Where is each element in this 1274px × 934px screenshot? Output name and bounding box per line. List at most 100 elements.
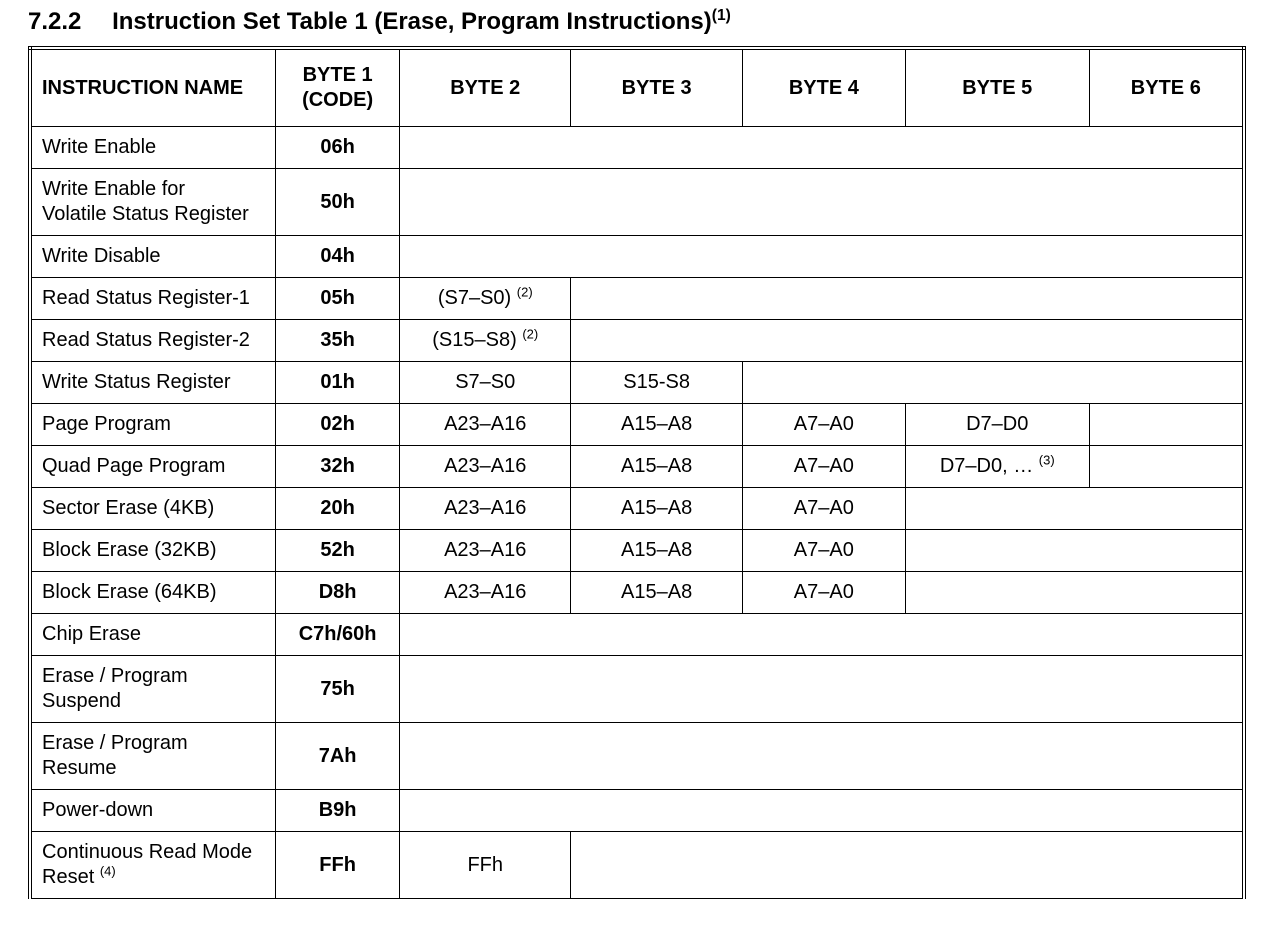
table-row: Chip EraseC7h/60h [30, 614, 1244, 656]
cell-empty [1089, 446, 1244, 488]
cell-byte-5: D7–D0 [905, 404, 1089, 446]
cell-byte-2: A23–A16 [400, 446, 571, 488]
cell-instruction-name: Write Disable [30, 236, 276, 278]
cell-instruction-name: Write Enable [30, 127, 276, 169]
cell-empty [571, 832, 1244, 899]
cell-instruction-name: Sector Erase (4KB) [30, 488, 276, 530]
cell-instruction-name: Write Enable forVolatile Status Register [30, 169, 276, 236]
cell-code: 52h [276, 530, 400, 572]
table-row: Continuous Read ModeReset (4)FFhFFh [30, 832, 1244, 899]
cell-empty [400, 169, 1244, 236]
cell-instruction-name: Write Status Register [30, 362, 276, 404]
table-row: Write Enable forVolatile Status Register… [30, 169, 1244, 236]
cell-byte-2: A23–A16 [400, 404, 571, 446]
table-row: Write Disable04h [30, 236, 1244, 278]
cell-instruction-name: Read Status Register-2 [30, 320, 276, 362]
col-byte-4: BYTE 4 [742, 48, 905, 127]
table-row: Erase / Program Resume7Ah [30, 723, 1244, 790]
table-row: Read Status Register-105h(S7–S0) (2) [30, 278, 1244, 320]
section-heading: 7.2.2 Instruction Set Table 1 (Erase, Pr… [28, 8, 1246, 36]
instruction-table: INSTRUCTION NAMEBYTE 1(CODE)BYTE 2BYTE 3… [28, 46, 1246, 899]
cell-instruction-name: Continuous Read ModeReset (4) [30, 832, 276, 899]
cell-byte-3: S15-S8 [571, 362, 742, 404]
cell-code: FFh [276, 832, 400, 899]
col-instruction-name: INSTRUCTION NAME [30, 48, 276, 127]
col-byte-6: BYTE 6 [1089, 48, 1244, 127]
table-row: Quad Page Program32hA23–A16A15–A8A7–A0D7… [30, 446, 1244, 488]
cell-code: 7Ah [276, 723, 400, 790]
col-byte-3: BYTE 3 [571, 48, 742, 127]
cell-code: 01h [276, 362, 400, 404]
cell-instruction-name: Block Erase (64KB) [30, 572, 276, 614]
table-header-row: INSTRUCTION NAMEBYTE 1(CODE)BYTE 2BYTE 3… [30, 48, 1244, 127]
cell-sup: (3) [1039, 452, 1055, 467]
cell-byte-5: D7–D0, … (3) [905, 446, 1089, 488]
cell-byte-4: A7–A0 [742, 446, 905, 488]
page: 7.2.2 Instruction Set Table 1 (Erase, Pr… [0, 0, 1274, 919]
section-title-sup: (1) [712, 7, 731, 24]
table-row: Erase / Program Suspend75h [30, 656, 1244, 723]
col-byte-2: BYTE 2 [400, 48, 571, 127]
cell-instruction-name: Power-down [30, 790, 276, 832]
cell-instruction-name: Quad Page Program [30, 446, 276, 488]
cell-instruction-name: Erase / Program Resume [30, 723, 276, 790]
cell-empty [905, 488, 1244, 530]
cell-code: 32h [276, 446, 400, 488]
cell-name-sup: (4) [100, 863, 116, 878]
cell-code: 04h [276, 236, 400, 278]
cell-code: 75h [276, 656, 400, 723]
cell-byte-4: A7–A0 [742, 404, 905, 446]
cell-byte-3: A15–A8 [571, 530, 742, 572]
cell-byte-2: (S15–S8) (2) [400, 320, 571, 362]
cell-code: 06h [276, 127, 400, 169]
cell-code: C7h/60h [276, 614, 400, 656]
table-row: Power-downB9h [30, 790, 1244, 832]
cell-byte-2: A23–A16 [400, 488, 571, 530]
cell-byte-3: A15–A8 [571, 572, 742, 614]
cell-empty [905, 572, 1244, 614]
cell-byte-3: A15–A8 [571, 446, 742, 488]
cell-byte-4: A7–A0 [742, 488, 905, 530]
cell-empty [400, 656, 1244, 723]
cell-empty [905, 530, 1244, 572]
cell-instruction-name: Page Program [30, 404, 276, 446]
cell-instruction-name: Block Erase (32KB) [30, 530, 276, 572]
cell-code: 02h [276, 404, 400, 446]
section-number: 7.2.2 [28, 8, 81, 35]
cell-code: B9h [276, 790, 400, 832]
cell-byte-2: A23–A16 [400, 572, 571, 614]
cell-code: 05h [276, 278, 400, 320]
cell-empty [400, 790, 1244, 832]
cell-empty [400, 614, 1244, 656]
col-byte-1: BYTE 1(CODE) [276, 48, 400, 127]
table-row: Read Status Register-235h(S15–S8) (2) [30, 320, 1244, 362]
table-row: Write Status Register01hS7–S0S15-S8 [30, 362, 1244, 404]
cell-empty [742, 362, 1244, 404]
cell-byte-3: A15–A8 [571, 404, 742, 446]
cell-empty [400, 236, 1244, 278]
table-head: INSTRUCTION NAMEBYTE 1(CODE)BYTE 2BYTE 3… [30, 48, 1244, 127]
cell-byte-2: S7–S0 [400, 362, 571, 404]
cell-sup: (2) [517, 284, 533, 299]
cell-empty [1089, 404, 1244, 446]
cell-empty [400, 723, 1244, 790]
cell-byte-2: A23–A16 [400, 530, 571, 572]
cell-code: 50h [276, 169, 400, 236]
cell-code: 35h [276, 320, 400, 362]
cell-byte-2: FFh [400, 832, 571, 899]
section-title: Instruction Set Table 1 (Erase, Program … [112, 8, 712, 35]
cell-instruction-name: Erase / Program Suspend [30, 656, 276, 723]
table-row: Sector Erase (4KB)20hA23–A16A15–A8A7–A0 [30, 488, 1244, 530]
cell-byte-2: (S7–S0) (2) [400, 278, 571, 320]
table-body: Write Enable06hWrite Enable forVolatile … [30, 127, 1244, 899]
cell-empty [571, 278, 1244, 320]
table-row: Block Erase (32KB)52hA23–A16A15–A8A7–A0 [30, 530, 1244, 572]
cell-instruction-name: Read Status Register-1 [30, 278, 276, 320]
cell-byte-4: A7–A0 [742, 530, 905, 572]
cell-byte-4: A7–A0 [742, 572, 905, 614]
cell-instruction-name: Chip Erase [30, 614, 276, 656]
cell-sup: (2) [522, 326, 538, 341]
cell-empty [571, 320, 1244, 362]
cell-code: 20h [276, 488, 400, 530]
col-byte-5: BYTE 5 [905, 48, 1089, 127]
